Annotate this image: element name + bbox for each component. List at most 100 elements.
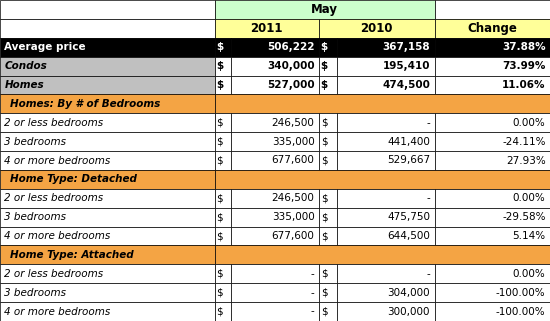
Text: 527,000: 527,000	[267, 80, 315, 90]
Bar	[0, 208, 214, 227]
Bar	[0, 170, 214, 189]
Bar	[434, 75, 550, 94]
Bar	[319, 38, 337, 56]
Text: $: $	[321, 61, 328, 71]
Text: 2 or less bedrooms: 2 or less bedrooms	[4, 118, 103, 128]
Bar	[319, 283, 337, 302]
Bar	[319, 19, 435, 38]
Bar	[231, 38, 319, 56]
Bar	[0, 38, 214, 56]
Text: Condos: Condos	[4, 61, 47, 71]
Bar	[434, 265, 550, 283]
Bar	[337, 75, 434, 94]
Text: Home Type: Attached: Home Type: Attached	[10, 250, 134, 260]
Text: $: $	[216, 193, 223, 203]
Bar	[434, 56, 550, 75]
Bar	[319, 113, 337, 132]
Text: $: $	[216, 307, 223, 317]
Text: 300,000: 300,000	[388, 307, 430, 317]
Bar	[337, 283, 434, 302]
Bar	[214, 56, 231, 75]
Text: 37.88%: 37.88%	[502, 42, 546, 52]
Bar	[434, 38, 550, 56]
Text: 11.06%: 11.06%	[502, 80, 546, 90]
Bar	[214, 132, 231, 151]
Text: 73.99%: 73.99%	[502, 61, 546, 71]
Bar	[337, 151, 434, 170]
Bar	[231, 265, 319, 283]
Text: 529,667: 529,667	[387, 155, 430, 166]
Bar	[0, 151, 214, 170]
Bar	[214, 151, 231, 170]
Bar	[434, 132, 550, 151]
Bar	[231, 113, 319, 132]
Bar	[0, 302, 214, 321]
Bar	[214, 208, 231, 227]
Bar	[434, 113, 550, 132]
Text: -: -	[426, 269, 430, 279]
Text: 5.14%: 5.14%	[513, 231, 546, 241]
Text: 2 or less bedrooms: 2 or less bedrooms	[4, 269, 103, 279]
Bar	[0, 246, 214, 265]
Bar	[434, 208, 550, 227]
Text: 246,500: 246,500	[272, 118, 315, 128]
Text: $: $	[321, 137, 327, 147]
Bar	[231, 151, 319, 170]
Text: 335,000: 335,000	[272, 212, 315, 222]
Bar	[434, 189, 550, 208]
Bar	[214, 75, 231, 94]
Text: $: $	[216, 155, 223, 166]
Text: 506,222: 506,222	[267, 42, 315, 52]
Text: 335,000: 335,000	[272, 137, 315, 147]
Text: -: -	[311, 269, 315, 279]
Bar	[337, 56, 434, 75]
Text: $: $	[321, 80, 328, 90]
Text: 0.00%: 0.00%	[513, 193, 546, 203]
Bar	[231, 56, 319, 75]
Bar	[214, 19, 319, 38]
Text: 0.00%: 0.00%	[513, 118, 546, 128]
Text: -100.00%: -100.00%	[496, 307, 546, 317]
Bar	[319, 302, 337, 321]
Bar	[214, 170, 550, 189]
Text: 340,000: 340,000	[267, 61, 315, 71]
Text: 367,158: 367,158	[382, 42, 430, 52]
Bar	[0, 56, 214, 75]
Text: 4 or more bedrooms: 4 or more bedrooms	[4, 231, 111, 241]
Text: 27.93%: 27.93%	[506, 155, 546, 166]
Bar	[214, 189, 231, 208]
Bar	[319, 208, 337, 227]
Text: -: -	[311, 288, 315, 298]
Bar	[434, 0, 550, 19]
Text: Average price: Average price	[4, 42, 86, 52]
Text: $: $	[321, 42, 328, 52]
Text: 246,500: 246,500	[272, 193, 315, 203]
Bar	[0, 283, 214, 302]
Bar	[231, 302, 319, 321]
Text: $: $	[321, 118, 327, 128]
Text: 475,750: 475,750	[387, 212, 430, 222]
Text: 677,600: 677,600	[272, 231, 315, 241]
Text: -: -	[426, 118, 430, 128]
Text: -: -	[311, 307, 315, 317]
Bar	[231, 189, 319, 208]
Text: 677,600: 677,600	[272, 155, 315, 166]
Text: Homes: By # of Bedrooms: Homes: By # of Bedrooms	[10, 99, 160, 109]
Bar	[214, 227, 231, 246]
Bar	[434, 19, 550, 38]
Text: Home Type: Detached: Home Type: Detached	[10, 174, 137, 184]
Bar	[214, 38, 231, 56]
Text: 2010: 2010	[360, 22, 393, 35]
Text: $: $	[216, 61, 223, 71]
Text: 474,500: 474,500	[382, 80, 430, 90]
Bar	[337, 227, 434, 246]
Text: 195,410: 195,410	[383, 61, 430, 71]
Text: 441,400: 441,400	[387, 137, 430, 147]
Text: $: $	[216, 231, 223, 241]
Text: Homes: Homes	[4, 80, 44, 90]
Text: 4 or more bedrooms: 4 or more bedrooms	[4, 155, 111, 166]
Text: -100.00%: -100.00%	[496, 288, 546, 298]
Bar	[337, 265, 434, 283]
Bar	[319, 227, 337, 246]
Bar	[231, 132, 319, 151]
